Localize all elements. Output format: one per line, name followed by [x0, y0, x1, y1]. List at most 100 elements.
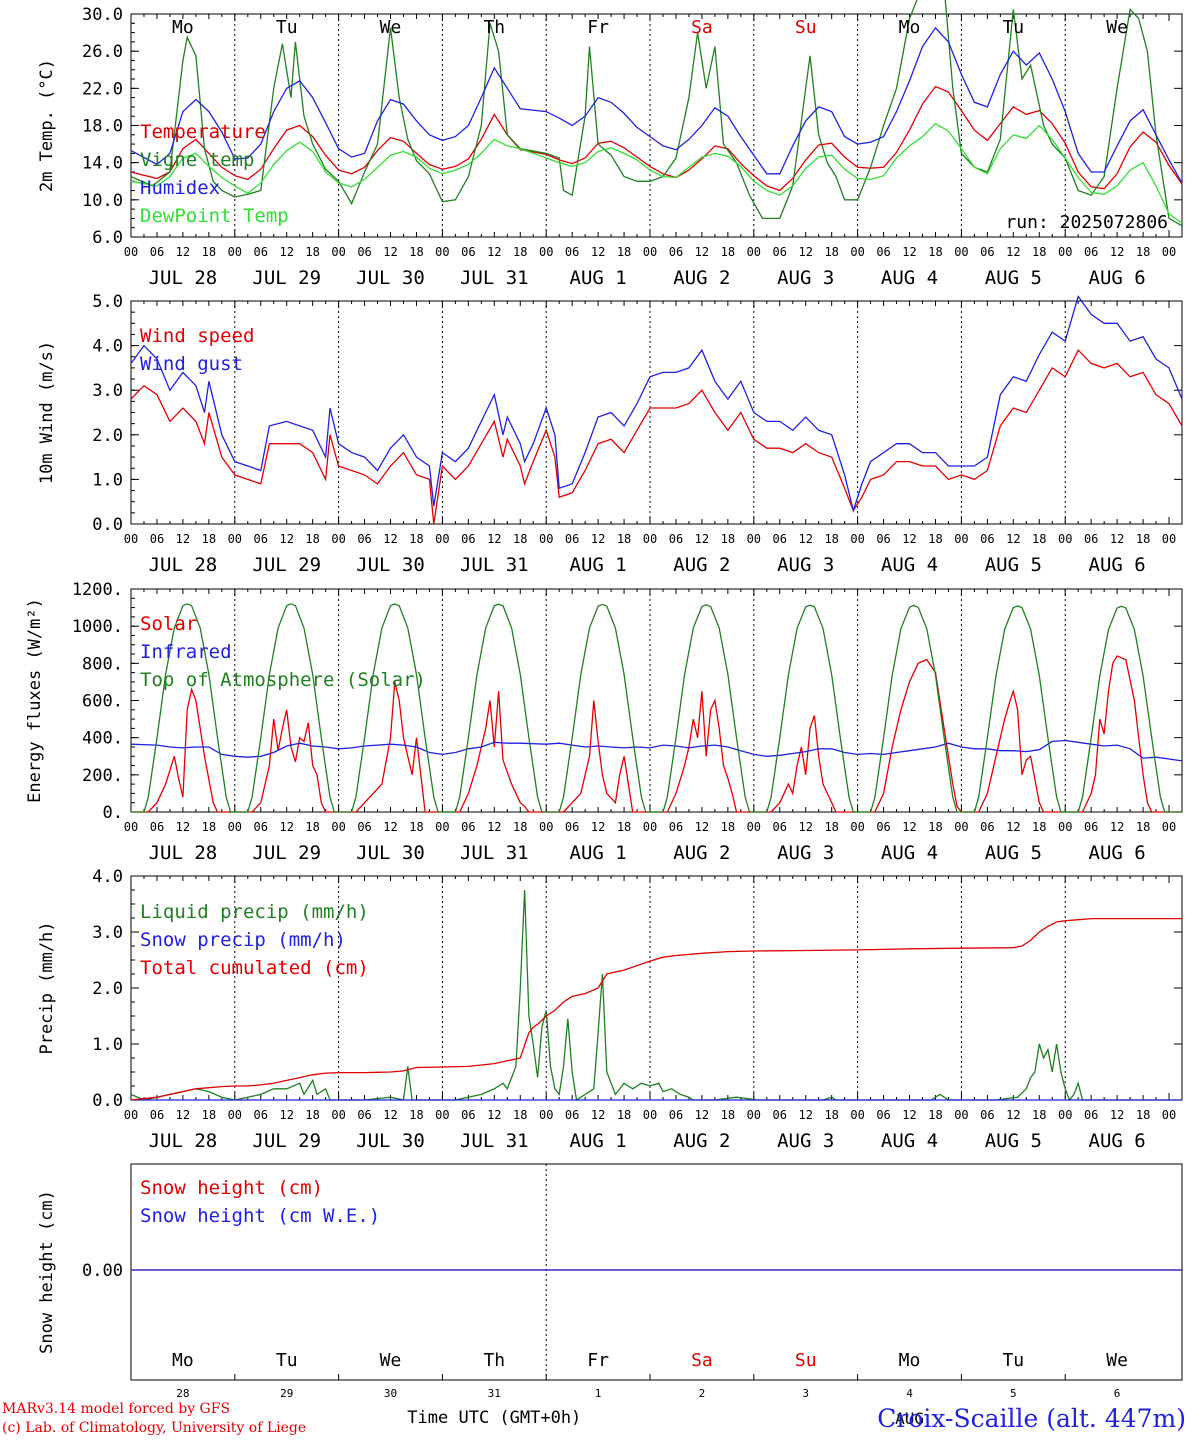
hour-tick-label: 12 — [902, 820, 916, 834]
y-tick-label: 0.00 — [82, 1261, 123, 1281]
date-label: AUG 2 — [673, 267, 730, 289]
hour-tick-label: 18 — [1032, 820, 1046, 834]
y-tick-label: 4.0 — [92, 867, 123, 887]
panel-3 — [130, 588, 1183, 813]
weekday-label: Tu — [1002, 1350, 1024, 1371]
legend-entry: Infrared — [140, 641, 232, 663]
hour-tick-label: 00 — [643, 1108, 657, 1122]
hour-tick-label: 06 — [876, 532, 890, 546]
hour-tick-label: 00 — [331, 532, 345, 546]
hour-tick-label: 18 — [202, 532, 216, 546]
hour-tick-label: 00 — [124, 1108, 138, 1122]
y-tick-label: 0.0 — [92, 1091, 123, 1111]
legend-entry: Total cumulated (cm) — [140, 957, 369, 979]
hour-tick-label: 12 — [176, 820, 190, 834]
hour-tick-label: 06 — [773, 532, 787, 546]
series-line — [130, 889, 1182, 1102]
hour-tick-label: 12 — [487, 532, 501, 546]
hour-tick-label: 00 — [228, 1108, 242, 1122]
hour-tick-label: 12 — [487, 245, 501, 259]
hour-tick-label: 06 — [980, 1108, 994, 1122]
y-tick-label: 18.0 — [82, 117, 123, 137]
y-axis-label: 10m Wind (m/s) — [37, 341, 57, 484]
weekday-label: Tu — [276, 17, 298, 38]
hour-tick-label: 00 — [747, 532, 761, 546]
hour-tick-label: 00 — [954, 532, 968, 546]
date-label: JUL 30 — [356, 554, 425, 576]
date-label: AUG 1 — [570, 842, 627, 864]
hour-tick-label: 18 — [305, 245, 319, 259]
hour-tick-label: 18 — [305, 1108, 319, 1122]
hour-tick-label: 12 — [279, 1108, 293, 1122]
y-tick-label: 14.0 — [82, 154, 123, 174]
weekday-label: Th — [483, 17, 505, 38]
day-number-label: 4 — [906, 1387, 913, 1400]
hour-tick-label: 06 — [876, 1108, 890, 1122]
hour-tick-label: 12 — [383, 245, 397, 259]
legend-entry: Snow height (cm) — [140, 1177, 323, 1199]
hour-tick-label: 00 — [954, 1108, 968, 1122]
hour-tick-label: 12 — [798, 820, 812, 834]
hour-tick-label: 12 — [798, 245, 812, 259]
hour-tick-label: 12 — [1110, 532, 1124, 546]
hour-tick-label: 18 — [928, 245, 942, 259]
legend-entry: Wind gust — [140, 353, 243, 375]
hour-tick-label: 18 — [617, 532, 631, 546]
lab-credit-line: (c) Lab. of Climatology, University of L… — [2, 1420, 307, 1436]
hour-tick-label: 12 — [591, 1108, 605, 1122]
hour-tick-label: 12 — [383, 532, 397, 546]
hour-tick-label: 18 — [721, 532, 735, 546]
hour-tick-label: 18 — [513, 1108, 527, 1122]
hour-tick-label: 12 — [176, 1108, 190, 1122]
date-label: JUL 28 — [149, 267, 218, 289]
hour-tick-label: 00 — [228, 820, 242, 834]
date-label: AUG 1 — [570, 267, 627, 289]
date-label: JUL 30 — [356, 1130, 425, 1152]
station-name: Croix-Scaille (alt. 447m) — [877, 1404, 1186, 1433]
weekday-label: Mo — [172, 17, 194, 38]
hour-tick-label: 18 — [409, 1108, 423, 1122]
date-label: JUL 29 — [252, 554, 321, 576]
y-tick-label: 0. — [103, 803, 123, 823]
series-line — [130, 295, 1183, 513]
date-label: AUG 5 — [985, 554, 1042, 576]
hour-tick-label: 00 — [1162, 532, 1176, 546]
panel-2 — [130, 295, 1183, 525]
weekday-label: Su — [795, 1350, 817, 1371]
y-tick-label: 3.0 — [92, 381, 123, 401]
series-line — [130, 0, 1183, 227]
y-axis-label: Energy fluxes (W/m²) — [25, 598, 45, 803]
weekday-label: Su — [795, 17, 817, 38]
date-label: AUG 4 — [881, 267, 938, 289]
weekday-label: Tu — [276, 1350, 298, 1371]
hour-tick-label: 18 — [928, 1108, 942, 1122]
date-label: JUL 31 — [460, 554, 529, 576]
date-label: AUG 6 — [1089, 1130, 1146, 1152]
hour-tick-label: 00 — [954, 245, 968, 259]
hour-tick-label: 06 — [876, 245, 890, 259]
y-tick-label: 3.0 — [92, 923, 123, 943]
hour-tick-label: 18 — [513, 245, 527, 259]
date-label: JUL 30 — [356, 842, 425, 864]
hour-tick-label: 18 — [1032, 1108, 1046, 1122]
hour-tick-label: 06 — [254, 820, 268, 834]
hour-tick-label: 18 — [721, 820, 735, 834]
hour-tick-label: 06 — [565, 820, 579, 834]
weekday-label: We — [380, 17, 402, 38]
hour-tick-label: 00 — [435, 245, 449, 259]
date-label: JUL 28 — [149, 842, 218, 864]
date-label: AUG 3 — [777, 842, 834, 864]
hour-tick-label: 00 — [747, 1108, 761, 1122]
hour-tick-label: 12 — [902, 245, 916, 259]
hour-tick-label: 18 — [617, 245, 631, 259]
hour-tick-label: 12 — [695, 1108, 709, 1122]
hour-tick-label: 06 — [565, 1108, 579, 1122]
hour-tick-label: 06 — [669, 245, 683, 259]
y-tick-label: 1000. — [72, 617, 123, 637]
weekday-label: Sa — [691, 17, 713, 38]
hour-tick-label: 06 — [461, 245, 475, 259]
y-axis-label: Precip (mm/h) — [37, 921, 57, 1054]
weekday-label: Fr — [587, 17, 609, 38]
hour-tick-label: 12 — [176, 532, 190, 546]
hour-tick-label: 06 — [565, 245, 579, 259]
